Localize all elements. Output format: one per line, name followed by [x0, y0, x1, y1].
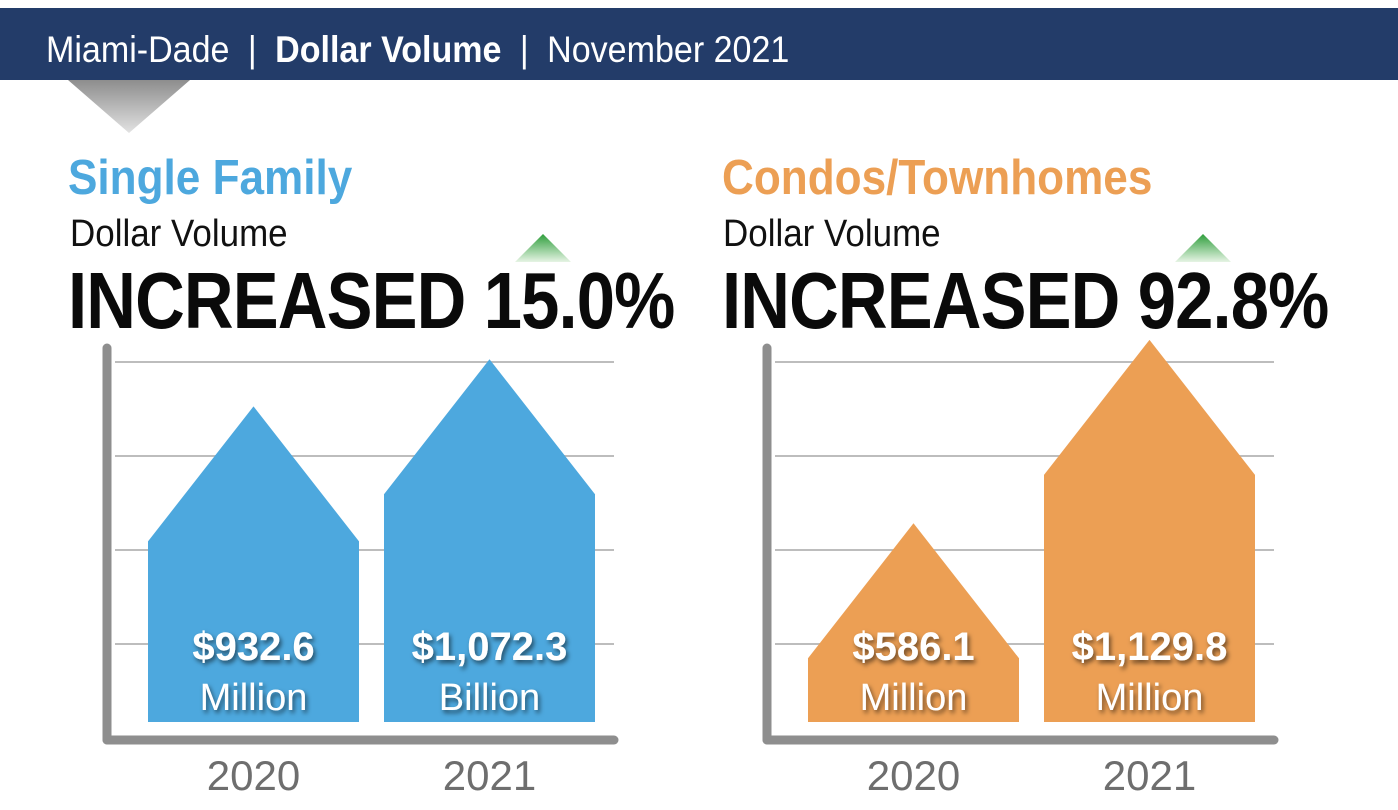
- subtitle: Dollar Volume: [723, 213, 941, 255]
- bar-unit-label: Million: [860, 677, 968, 719]
- header-separator: |: [519, 29, 529, 70]
- bar-value-label: $586.1: [852, 625, 974, 669]
- header-metric: Dollar Volume: [275, 29, 502, 70]
- bar-unit-label: Million: [1096, 677, 1204, 719]
- category-title: Condos/Townhomes: [722, 151, 1153, 205]
- x-tick-label: 2020: [867, 752, 960, 799]
- x-tick-label: 2021: [443, 752, 536, 799]
- change-headline: INCREASED 92.8%: [722, 256, 1329, 345]
- bar-unit-label: Million: [200, 677, 308, 719]
- condos-townhomes-chart: $586.1 Million 2020 $1,129.8 Million 2021: [762, 234, 1279, 799]
- bar-2020: [808, 523, 1019, 722]
- header-region: Miami-Dade: [46, 29, 230, 70]
- bar-value-label: $932.6: [192, 625, 314, 669]
- change-headline: INCREASED 15.0%: [68, 256, 675, 345]
- header-title: Miami-Dade | Dollar Volume | November 2021: [46, 30, 789, 70]
- x-tick-label: 2020: [207, 752, 300, 799]
- increase-arrow-icon: [1175, 234, 1231, 262]
- single-family-panel: Single Family Dollar Volume INCREASED 15…: [0, 0, 680, 810]
- bar-value-label: $1,129.8: [1072, 625, 1228, 669]
- bar-unit-label: Billion: [439, 677, 540, 719]
- bar-2021: [1044, 339, 1255, 722]
- category-title: Single Family: [68, 151, 353, 205]
- header-period: November 2021: [547, 29, 790, 70]
- single-family-chart: $932.6 Million 2020 $1,072.3 Billion 2021: [102, 234, 619, 799]
- header-bar: Miami-Dade | Dollar Volume | November 2021: [0, 8, 1398, 80]
- header-separator: |: [247, 29, 257, 70]
- x-tick-label: 2021: [1103, 752, 1196, 799]
- bar-value-label: $1,072.3: [412, 625, 568, 669]
- bar-2021: [384, 359, 595, 722]
- condos-townhomes-panel: Condos/Townhomes Dollar Volume INCREASED…: [660, 0, 1340, 810]
- increase-arrow-icon: [515, 234, 571, 262]
- subtitle: Dollar Volume: [70, 213, 288, 255]
- bar-2020: [148, 406, 359, 722]
- header-pointer-icon: [68, 80, 190, 133]
